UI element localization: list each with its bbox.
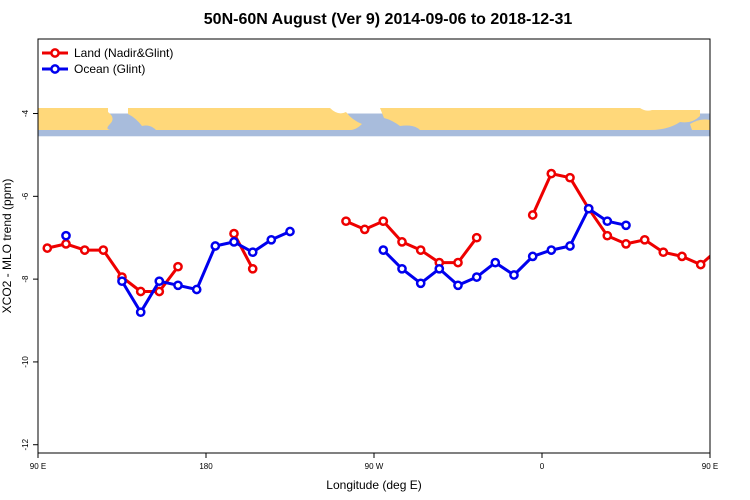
data-point: [117, 276, 127, 287]
legend-label-ocean: Ocean (Glint): [74, 62, 145, 76]
y-tick-label: -4: [21, 109, 30, 117]
data-point: [378, 216, 389, 227]
axis-ticks: 90 E 180 90 W 0 90 E -4 -6 -8 -10 -12: [21, 109, 718, 471]
data-point: [583, 203, 594, 214]
data-point: [397, 237, 407, 247]
data-point: [359, 224, 370, 235]
data-point: [546, 168, 557, 179]
data-point: [677, 251, 687, 262]
data-point: [734, 232, 741, 239]
data-point: [434, 263, 445, 274]
data-point: [154, 286, 165, 297]
x-tick-label: 90 W: [365, 462, 384, 471]
data-point: [471, 232, 482, 243]
data-point: [602, 230, 613, 241]
x-tick-label: 90 E: [702, 462, 718, 471]
data-point: [546, 245, 557, 255]
data-point: [341, 216, 351, 227]
x-tick-label: 90 E: [30, 462, 46, 471]
data-point: [135, 307, 146, 318]
data-point: [210, 241, 221, 251]
data-point: [191, 284, 202, 295]
x-tick-label: 0: [540, 462, 545, 471]
series-line: [531, 172, 710, 267]
plot-frame: [37, 38, 711, 454]
data-point: [453, 280, 463, 291]
data-point: [621, 239, 631, 249]
data-point: [285, 226, 295, 237]
data-point: [716, 245, 723, 252]
data-point: [509, 270, 519, 280]
legend: Land (Nadir&Glint) Ocean (Glint): [42, 46, 173, 76]
data-point: [658, 247, 669, 258]
data-point: [79, 245, 90, 255]
data-point: [527, 251, 538, 262]
data-point: [639, 234, 650, 245]
legend-label-land: Land (Nadir&Glint): [74, 46, 173, 60]
y-tick-label: -8: [21, 275, 30, 283]
legend-item-ocean: Ocean (Glint): [42, 62, 145, 76]
data-point: [415, 245, 426, 255]
series-layer: [42, 168, 741, 318]
x-axis-label: Longitude (deg E): [326, 478, 421, 492]
data-point: [602, 216, 613, 227]
series-line: [120, 230, 291, 314]
data-point: [173, 261, 183, 272]
map-band-land: [380, 108, 700, 130]
data-point: [527, 210, 538, 220]
legend-item-land: Land (Nadir&Glint): [42, 46, 173, 60]
data-point: [173, 280, 183, 291]
data-point: [135, 286, 146, 297]
map-band-land: [38, 108, 113, 130]
data-point: [378, 245, 389, 255]
map-band-land: [690, 119, 710, 130]
data-point: [247, 247, 258, 258]
chart-title: 50N-60N August (Ver 9) 2014-09-06 to 201…: [204, 11, 573, 28]
y-tick-label: -10: [21, 356, 30, 368]
y-tick-label: -12: [21, 438, 30, 450]
data-point: [247, 263, 258, 274]
map-band: [38, 108, 710, 137]
data-point: [266, 234, 277, 245]
data-point: [229, 228, 239, 239]
data-point: [734, 240, 741, 247]
series-ocean: [61, 203, 741, 318]
y-axis-label: XCO2 - MLO trend (ppm): [0, 179, 14, 314]
data-point: [415, 278, 426, 289]
data-point: [61, 230, 71, 241]
data-point: [154, 276, 165, 287]
data-point: [397, 263, 407, 274]
data-point: [565, 172, 575, 183]
x-tick-label: 180: [199, 462, 213, 471]
map-band-land: [128, 108, 362, 130]
data-point: [453, 257, 463, 268]
data-point: [565, 241, 575, 251]
data-point: [490, 257, 501, 268]
data-point: [695, 259, 706, 270]
data-point: [471, 272, 482, 282]
data-point: [229, 237, 239, 247]
data-point: [98, 245, 109, 255]
series-land: [42, 168, 741, 297]
y-tick-label: -6: [21, 192, 30, 200]
data-point: [61, 239, 71, 249]
data-point: [42, 243, 53, 253]
data-point: [621, 220, 631, 231]
